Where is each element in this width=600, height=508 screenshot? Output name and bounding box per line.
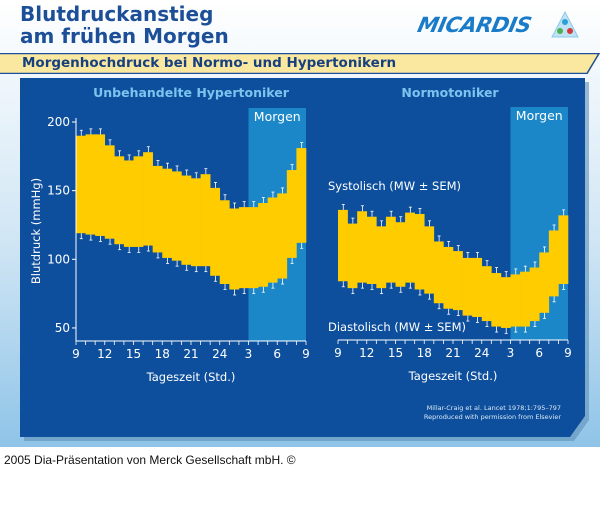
subtitle: Morgenhochdruck bei Normo- und Hypertoni…	[22, 55, 397, 71]
normotensive-bp-bar	[472, 257, 483, 317]
normotensive-bp-bar	[357, 211, 368, 283]
hypertensive-bp-bar	[296, 148, 307, 243]
normotensive-bp-bar	[347, 223, 358, 289]
normotensive-x-axis-title: Tageszeit (Std.)	[408, 369, 498, 383]
hypertensive-y-tick-label: 150	[47, 184, 70, 198]
normotensive-bp-bar	[395, 222, 406, 287]
hypertensive-x-tick-label: 15	[126, 347, 141, 361]
normotensive-bp-bar	[529, 267, 540, 322]
hypertensive-bp-bar	[152, 165, 163, 253]
normotensive-morning-label: Morgen	[516, 108, 563, 123]
hypertensive-bp-bar	[219, 200, 230, 285]
hypertensive-bp-bar	[200, 174, 211, 267]
hypertensive-bp-bar	[191, 178, 201, 267]
normotensive-bp-bar	[366, 216, 377, 285]
hypertensive-bp-bar	[286, 170, 297, 258]
hypertensive-bp-bar	[210, 187, 221, 276]
normotensive-bp-bar	[539, 252, 550, 313]
normotensive-x-tick-label: 24	[474, 346, 489, 360]
normotensive-bp-bar	[500, 277, 511, 328]
normotensive-bp-bar	[338, 209, 348, 282]
normotensive-bp-bar	[491, 273, 502, 327]
hypertensive-bp-bar	[267, 197, 278, 283]
normotensive-bp-bar	[443, 246, 454, 309]
normotensive-x-tick-label: 18	[417, 346, 432, 360]
normotensive-bp-bar	[376, 226, 387, 289]
normotensive-bp-bar	[548, 230, 559, 297]
normotensive-bp-bar	[405, 212, 415, 283]
hypertensive-y-axis-title: Blutdruck (mmHg)	[29, 178, 43, 284]
hypertensive-bp-bar	[143, 152, 153, 246]
normotensive-chart-title: Normotoniker	[401, 85, 499, 100]
citation-line-2: Reproduced with permission from Elsevier	[424, 413, 561, 421]
hypertensive-bp-bar	[95, 134, 106, 236]
title-line-2: am frühen Morgen	[20, 24, 229, 48]
hypertensive-bp-bar	[248, 207, 259, 289]
hypertensive-y-tick-label: 50	[55, 321, 70, 335]
normotensive-bp-bar	[385, 216, 396, 283]
hypertensive-bp-bar	[114, 156, 125, 245]
normotensive-x-tick-label: 9	[334, 346, 342, 360]
normotensive-x-tick-label: 15	[388, 346, 403, 360]
normotensive-bp-bar	[424, 226, 435, 294]
normotensive-bp-bar	[462, 257, 473, 316]
hypertensive-x-tick-label: 9	[72, 347, 80, 361]
hypertensive-chart-title: Unbehandelte Hypertoniker	[93, 85, 290, 100]
normotensive-x-tick-label: 21	[445, 346, 460, 360]
normotensive-bp-bar	[510, 274, 521, 327]
slide-title: Blutdruckanstieg am frühen Morgen	[20, 3, 229, 47]
hypertensive-bp-bar	[104, 145, 115, 239]
hypertensive-bp-bar	[85, 134, 96, 235]
hypertensive-y-tick-label: 200	[47, 115, 70, 129]
hypertensive-x-tick-label: 3	[245, 347, 253, 361]
hypertensive-bp-bar	[123, 160, 134, 247]
hypertensive-bp-bar	[238, 207, 249, 289]
normotensive-bp-bar	[453, 251, 463, 311]
hypertensive-x-tick-label: 6	[273, 347, 281, 361]
normotensive-bp-bar	[481, 266, 492, 322]
hypertensive-bp-bar	[133, 156, 144, 247]
hypertensive-x-tick-label: 24	[212, 347, 227, 361]
hypertensive-bp-bar	[171, 171, 182, 261]
normotensive-x-tick-label: 6	[535, 346, 543, 360]
hypertensive-bp-bar	[181, 175, 192, 265]
chart-panel: Morgen Unbehandelte Hypertoniker 9 12 15 18 21…	[20, 78, 589, 441]
title-line-1: Blutdruckanstieg	[20, 2, 214, 26]
hypertensive-bp-bar	[162, 168, 173, 258]
citation-line-1: Millar-Craig et al. Lancet 1978;1:795–79…	[427, 404, 561, 412]
hypertensive-bp-bar	[277, 193, 288, 279]
hypertensive-bp-bar	[258, 203, 268, 287]
hypertensive-x-tick-label: 21	[183, 347, 198, 361]
normotensive-x-tick-label: 9	[564, 346, 572, 360]
hypertensive-bp-bar	[76, 135, 86, 234]
hypertensive-x-tick-label: 9	[302, 347, 310, 361]
subtitle-banner	[0, 53, 600, 74]
normotensive-systolic-label: Systolisch (MW ± SEM)	[328, 179, 461, 193]
hypertensive-x-tick-label: 12	[97, 347, 112, 361]
hypertensive-x-axis-title: Tageszeit (Std.)	[146, 370, 236, 384]
footer-copyright: 2005 Dia-Präsentation von Merck Gesellsc…	[4, 453, 296, 467]
normotensive-diastolic-label: Diastolisch (MW ± SEM)	[328, 320, 466, 334]
normotensive-bp-bar	[433, 241, 444, 304]
hypertensive-bp-bar	[229, 208, 240, 290]
normotensive-x-tick-label: 12	[359, 346, 374, 360]
hypertensive-morning-label: Morgen	[254, 109, 301, 124]
hypertensive-y-tick-label: 100	[47, 252, 70, 266]
hypertensive-x-tick-label: 18	[155, 347, 170, 361]
normotensive-bp-bar	[520, 271, 530, 327]
logo-emblem-icon	[551, 10, 579, 38]
normotensive-x-tick-label: 3	[507, 346, 515, 360]
micardis-logo: MICARDIS	[415, 10, 583, 42]
normotensive-bp-bar	[414, 213, 425, 290]
normotensive-bp-bar	[558, 215, 569, 285]
